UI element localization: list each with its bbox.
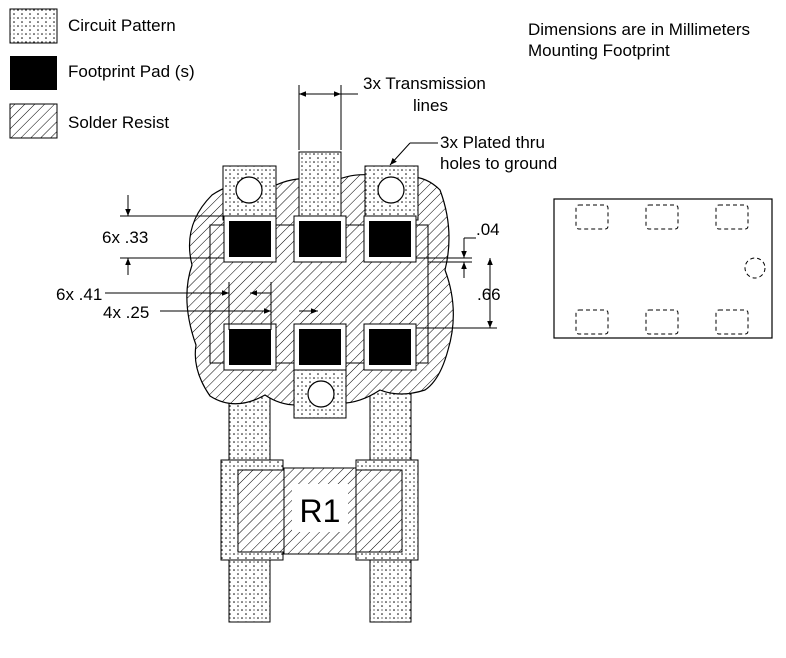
package-pad: [575, 204, 609, 230]
callout-holes-line2: holes to ground: [440, 154, 557, 173]
trace-center-top: [298, 151, 342, 221]
package-pin1-marker: [744, 257, 766, 279]
resistor-r1: R1: [237, 467, 403, 555]
package-pad: [575, 309, 609, 335]
dim-pad-height: 6x .33: [102, 228, 148, 247]
footprint-pad: [369, 329, 411, 365]
package-outline: [553, 198, 773, 339]
footprint-pad-swatch: [10, 56, 57, 90]
note-units: Dimensions are in Millimeters: [528, 20, 750, 39]
package-pad: [715, 204, 749, 230]
resistor-label: R1: [300, 493, 341, 529]
via-hole: [235, 176, 263, 204]
legend-footprint-pad: Footprint Pad (s): [68, 62, 195, 81]
callout-holes-line1: 3x Plated thru: [440, 133, 545, 152]
footprint-pad: [229, 329, 271, 365]
circuit-pattern-swatch: [9, 8, 58, 44]
package-pad: [645, 204, 679, 230]
via-hole: [377, 176, 405, 204]
legend: Circuit Pattern Footprint Pad (s) Solder…: [9, 8, 195, 139]
legend-circuit-pattern: Circuit Pattern: [68, 16, 176, 35]
footprint-pad: [299, 329, 341, 365]
note-mounting: Mounting Footprint: [528, 41, 670, 60]
callout-transmission-line2: lines: [413, 96, 448, 115]
dim-pad-width: 6x .41: [56, 285, 102, 304]
package-pad: [645, 309, 679, 335]
footprint-pads: [223, 215, 417, 371]
solder-resist-swatch: [9, 103, 58, 139]
dim-pad-pitch: .66: [477, 285, 501, 304]
via-hole: [307, 380, 335, 408]
dimension-lines: [105, 85, 497, 330]
footprint-pad: [229, 221, 271, 257]
package-pad: [715, 309, 749, 335]
callout-transmission-line1: 3x Transmission: [363, 74, 486, 93]
dim-resist-margin: .04: [476, 220, 500, 239]
dim-pad-gap: 4x .25: [103, 303, 149, 322]
footprint-pad: [299, 221, 341, 257]
legend-solder-resist: Solder Resist: [68, 113, 169, 132]
footprint-pad: [369, 221, 411, 257]
